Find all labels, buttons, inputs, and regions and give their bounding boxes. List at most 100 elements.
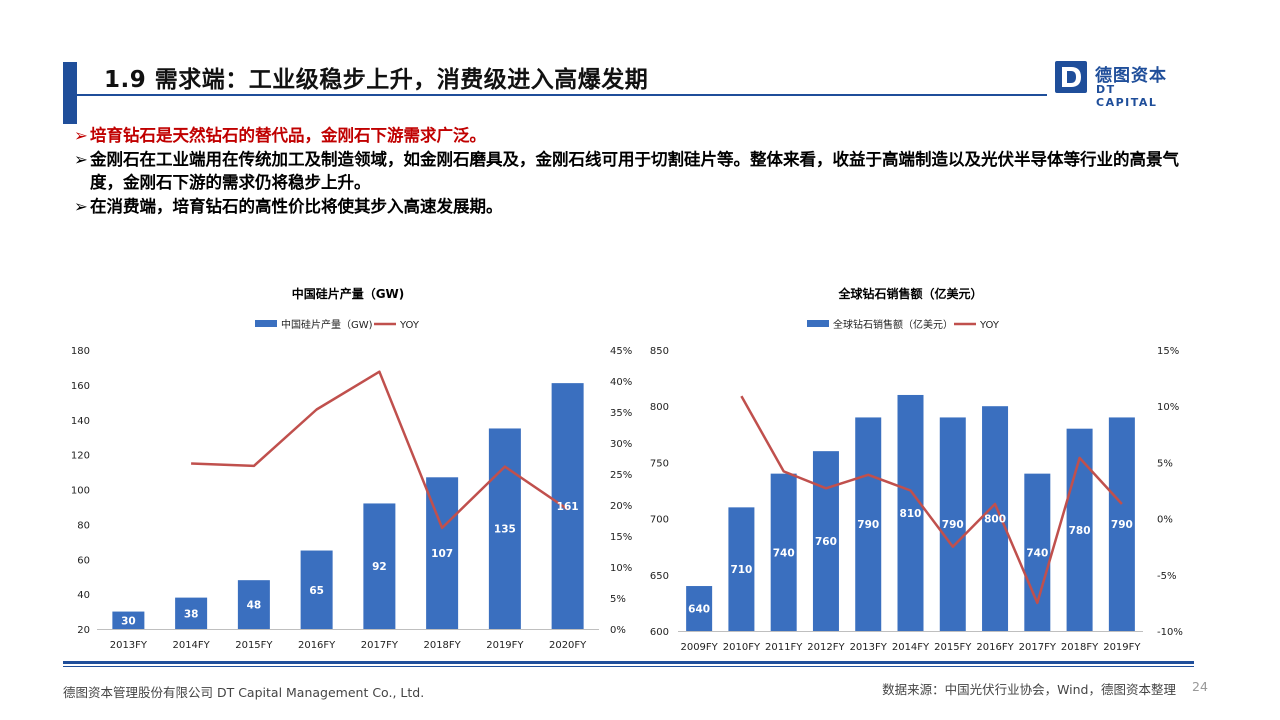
- y-tick-label: 160: [71, 381, 90, 392]
- bullet-item: ➢ 在消费端，培育钻石的高性价比将使其步入高速发展期。: [74, 195, 1194, 219]
- legend-bar-swatch: [807, 320, 829, 327]
- y2-tick-label: 0%: [1157, 515, 1173, 526]
- bar: [728, 507, 755, 631]
- data-label: 48: [247, 600, 262, 612]
- y-tick-label: 700: [650, 515, 669, 526]
- y2-tick-label: 40%: [610, 377, 632, 388]
- y-tick-label: 100: [71, 486, 90, 497]
- x-tick-label: 2014FY: [892, 642, 930, 653]
- footer-divider: [63, 661, 1194, 664]
- y2-tick-label: 20%: [610, 501, 632, 512]
- x-tick-label: 2010FY: [723, 642, 761, 653]
- y-tick-label: 750: [650, 458, 669, 469]
- x-tick-label: 2018FY: [423, 640, 461, 651]
- bullet-list: ➢ 培育钻石是天然钻石的替代品，金刚石下游需求广泛。 ➢ 金刚石在工业端用在传统…: [74, 124, 1194, 218]
- y-tick-label: 180: [71, 346, 90, 357]
- x-tick-label: 2015FY: [934, 642, 972, 653]
- y-tick-label: 850: [650, 346, 669, 357]
- yoy-line: [740, 395, 1123, 605]
- data-label: 740: [1026, 547, 1048, 559]
- y2-tick-label: 5%: [1157, 458, 1173, 469]
- y-tick-label: 60: [77, 555, 90, 566]
- y2-tick-label: 15%: [1157, 346, 1179, 357]
- x-tick-label: 2016FY: [298, 640, 336, 651]
- legend-line-label: YOY: [979, 320, 1000, 331]
- bar: [551, 383, 584, 629]
- bar: [812, 451, 839, 631]
- x-tick-label: 2016FY: [976, 642, 1014, 653]
- y2-tick-label: -10%: [1157, 627, 1183, 638]
- y2-tick-label: 15%: [610, 532, 632, 543]
- data-label: 65: [309, 585, 324, 597]
- x-tick-label: 2014FY: [172, 640, 210, 651]
- y2-tick-label: 10%: [1157, 402, 1179, 413]
- data-label: 780: [1069, 525, 1091, 537]
- data-label: 790: [1111, 519, 1133, 531]
- x-tick-label: 2018FY: [1061, 642, 1099, 653]
- data-label: 710: [730, 564, 752, 576]
- page-number: 24: [1192, 679, 1208, 694]
- y-tick-label: 120: [71, 451, 90, 462]
- arrow-bullet-icon: ➢: [74, 149, 88, 169]
- bullet-text: 金刚石在工业端用在传统加工及制造领域，如金刚石磨具及，金刚石线可用于切割硅片等。…: [90, 149, 1179, 193]
- x-tick-label: 2019FY: [486, 640, 524, 651]
- y2-tick-label: 30%: [610, 439, 632, 450]
- y-tick-label: 600: [650, 627, 669, 638]
- title-accent-bar: [63, 62, 77, 124]
- data-label: 740: [773, 547, 795, 559]
- x-tick-label: 2020FY: [549, 640, 587, 651]
- x-tick-label: 2009FY: [680, 642, 718, 653]
- legend-line-label: YOY: [399, 320, 420, 331]
- bar: [939, 417, 966, 631]
- x-tick-label: 2017FY: [361, 640, 399, 651]
- legend-bar-label: 全球钻石销售额（亿美元）: [833, 318, 953, 331]
- logo-text-cn: 德图资本: [1095, 66, 1167, 86]
- data-label: 790: [942, 519, 964, 531]
- company-logo: 德图资本 DT CAPITAL: [1055, 61, 1180, 109]
- y2-tick-label: 5%: [610, 594, 626, 605]
- bar: [1024, 473, 1051, 631]
- bar: [855, 417, 882, 631]
- y-tick-label: 800: [650, 402, 669, 413]
- y2-tick-label: 25%: [610, 470, 632, 481]
- data-label: 38: [184, 608, 199, 620]
- bar: [237, 580, 270, 629]
- data-label: 760: [815, 536, 837, 548]
- bar: [770, 473, 797, 631]
- x-tick-label: 2013FY: [110, 640, 148, 651]
- bullet-item: ➢ 培育钻石是天然钻石的替代品，金刚石下游需求广泛。: [74, 124, 1194, 148]
- bar: [1108, 417, 1135, 631]
- bar: [1066, 428, 1093, 631]
- x-tick-label: 2015FY: [235, 640, 273, 651]
- legend-bar-swatch: [255, 320, 277, 327]
- data-label: 790: [857, 519, 879, 531]
- y2-tick-label: 35%: [610, 408, 632, 419]
- title-divider: [77, 94, 1047, 96]
- y-tick-label: 40: [77, 590, 90, 601]
- bar: [363, 503, 396, 629]
- x-tick-label: 2013FY: [850, 642, 888, 653]
- data-label: 107: [431, 548, 453, 560]
- data-label: 92: [372, 561, 387, 573]
- data-source: 数据来源：中国光伏行业协会，Wind，德图资本整理: [882, 682, 1176, 697]
- footer-divider-thin: [63, 666, 1194, 667]
- y2-tick-label: 0%: [610, 625, 626, 636]
- chart-title: 全球钻石销售额（亿美元）: [837, 286, 982, 301]
- bullet-text: 在消费端，培育钻石的高性价比将使其步入高速发展期。: [90, 196, 503, 216]
- bar: [300, 550, 333, 629]
- page-title: 1.9 需求端：工业级稳步上升，消费级进入高爆发期: [104, 67, 649, 93]
- bar: [488, 428, 521, 629]
- logo-text-en: DT CAPITAL: [1096, 83, 1158, 109]
- bullet-item: ➢ 金刚石在工业端用在传统加工及制造领域，如金刚石磨具及，金刚石线可用于切割硅片…: [74, 148, 1194, 195]
- x-tick-label: 2012FY: [807, 642, 845, 653]
- data-label: 800: [984, 514, 1006, 526]
- y-tick-label: 20: [77, 625, 90, 636]
- y-tick-label: 140: [71, 416, 90, 427]
- y-tick-label: 650: [650, 571, 669, 582]
- data-label: 161: [557, 501, 579, 513]
- bar: [175, 597, 208, 629]
- bar: [897, 394, 924, 631]
- company-name: 德图资本管理股份有限公司 DT Capital Management Co., …: [63, 685, 425, 700]
- x-tick-label: 2017FY: [1019, 642, 1057, 653]
